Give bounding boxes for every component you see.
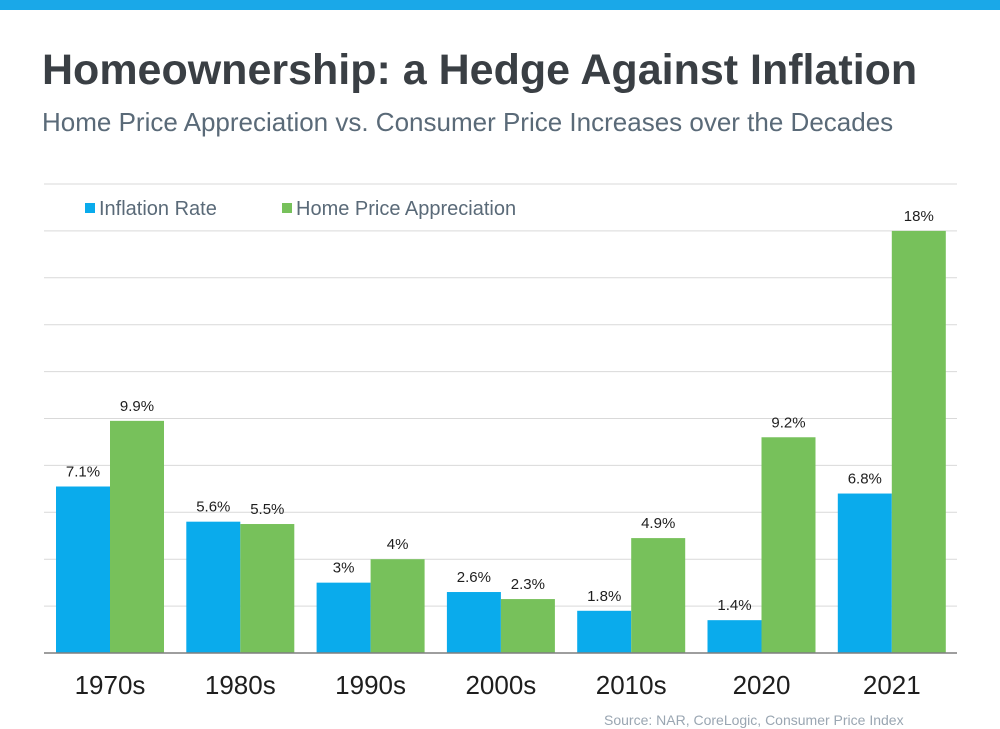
value-label: 2.6%: [457, 569, 491, 586]
bar-inflation: [56, 486, 110, 653]
category-labels: 1970s 1980s 1990s 2000s 2010s 2020 2021: [75, 670, 921, 700]
legend-label-appreciation: Home Price Appreciation: [296, 198, 516, 220]
value-label: 18%: [904, 208, 934, 225]
top-accent-bar: [0, 0, 1000, 10]
category-label: 1990s: [335, 670, 406, 700]
value-labels: 7.1% 9.9% 5.6% 5.5% 3% 4% 2.6% 2.3% 1.8% 4.9% 1.4%…: [66, 208, 934, 614]
bar-appreciation: [500, 599, 555, 653]
bar-appreciation: [891, 230, 946, 653]
category-label: 2010s: [596, 670, 667, 700]
bar-inflation: [186, 521, 241, 653]
bar-appreciation: [110, 420, 164, 653]
legend: Inflation Rate Home Price Appreciation: [85, 198, 516, 220]
value-label: 1.8%: [587, 588, 621, 605]
bars: [56, 230, 946, 653]
bar-inflation: [577, 610, 632, 653]
value-label: 5.6%: [196, 499, 230, 516]
value-label: 7.1%: [66, 464, 100, 481]
value-label: 9.2%: [771, 414, 805, 431]
bar-appreciation: [370, 559, 425, 653]
category-label: 1970s: [75, 670, 146, 700]
category-label: 2020: [733, 670, 791, 700]
source-note: Source: NAR, CoreLogic, Consumer Price I…: [604, 712, 904, 728]
category-label: 1980s: [205, 670, 276, 700]
value-label: 4%: [387, 536, 409, 553]
bar-chart: 7.1% 9.9% 5.6% 5.5% 3% 4% 2.6% 2.3% 1.8% 4.9% 1.4%…: [44, 183, 957, 700]
legend-swatch-appreciation: [282, 203, 292, 213]
bar-appreciation: [240, 524, 295, 653]
bar-inflation: [446, 592, 501, 653]
legend-swatch-inflation: [85, 203, 95, 213]
bar-inflation: [707, 620, 762, 653]
bar-appreciation: [761, 437, 816, 653]
legend-label-inflation: Inflation Rate: [99, 198, 217, 220]
bar-appreciation: [631, 538, 686, 653]
bar-inflation: [316, 582, 371, 653]
value-label: 1.4%: [717, 597, 751, 614]
value-label: 9.9%: [120, 398, 154, 415]
value-label: 6.8%: [848, 471, 882, 488]
page-subtitle: Home Price Appreciation vs. Consumer Pri…: [42, 107, 894, 137]
value-label: 2.3%: [511, 576, 545, 593]
value-label: 5.5%: [250, 501, 284, 518]
gridlines: [44, 183, 957, 607]
page-title: Homeownership: a Hedge Against Inflation: [42, 46, 918, 94]
category-label: 2000s: [465, 670, 536, 700]
bar-inflation: [837, 493, 892, 653]
category-label: 2021: [863, 670, 921, 700]
value-label: 3%: [333, 560, 355, 577]
value-label: 4.9%: [641, 515, 675, 532]
